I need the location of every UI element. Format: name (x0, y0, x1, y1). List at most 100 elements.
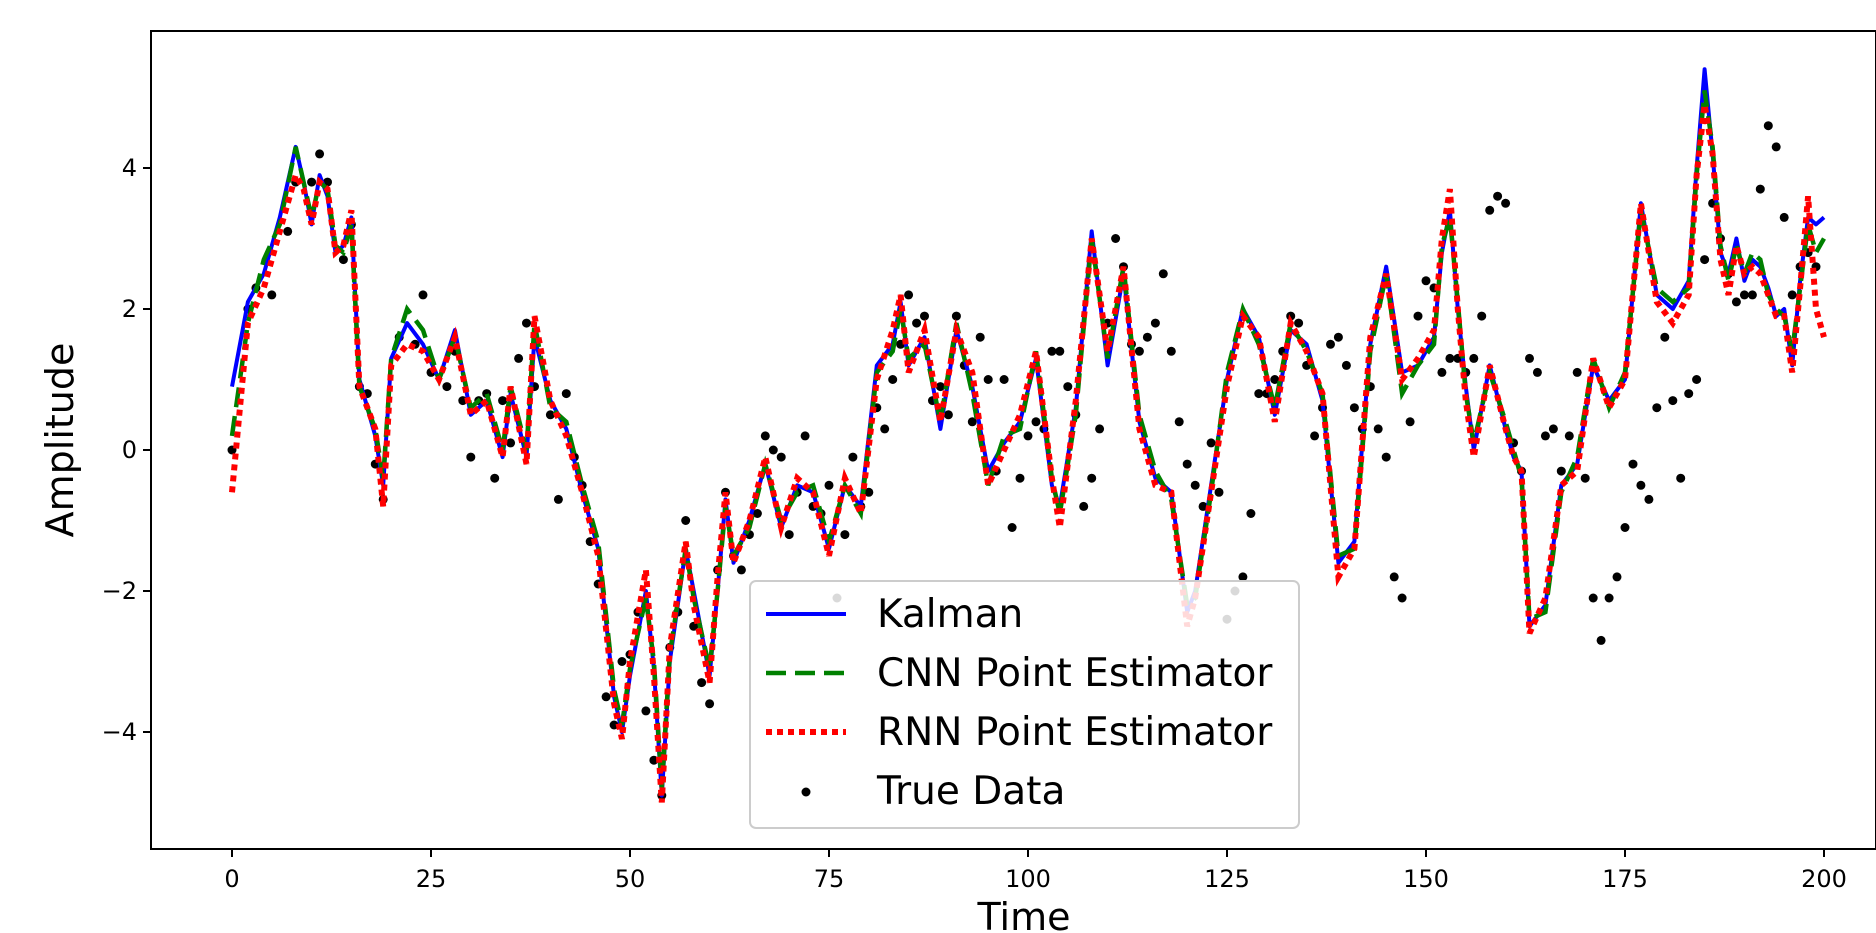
true-data-point (760, 431, 770, 441)
x-tick-label: 175 (1602, 865, 1648, 893)
true-data-point (768, 445, 778, 455)
true-data-point (307, 177, 317, 187)
x-tick-label: 100 (1005, 865, 1051, 893)
true-data-point (1015, 473, 1025, 483)
true-data-point (824, 480, 834, 490)
x-tick-label: 150 (1403, 865, 1449, 893)
true-data-point (848, 452, 858, 462)
true-data-point (1692, 375, 1702, 384)
true-data-point (1532, 367, 1542, 377)
x-tick-label: 50 (615, 865, 646, 893)
true-data-point (1150, 318, 1160, 328)
true-data-point (912, 318, 922, 328)
true-data-point (1095, 424, 1105, 434)
true-data-point (1023, 431, 1033, 441)
legend-true-data-label: True Data (876, 769, 1065, 814)
true-data-point (545, 410, 555, 420)
true-data-point (784, 530, 794, 540)
true-data-point (1731, 297, 1741, 307)
true-data-point (1779, 212, 1789, 222)
y-tick-label: −4 (102, 718, 137, 746)
y-tick-label: 0 (122, 436, 137, 464)
true-data-point (1246, 509, 1256, 518)
true-data-point (776, 452, 786, 462)
true-data-point (800, 431, 810, 441)
true-data-point (1111, 234, 1121, 243)
true-data-point (442, 382, 452, 392)
true-data-point (514, 353, 524, 363)
true-data-point (681, 516, 691, 525)
y-axis: −4 −2 0 2 4 (102, 154, 151, 746)
x-tick-label: 25 (416, 865, 447, 893)
true-data-point (1485, 205, 1495, 215)
true-data-point (1437, 367, 1447, 377)
true-data-point (1676, 473, 1686, 483)
true-data-point (1047, 346, 1057, 356)
true-data-point (1373, 424, 1383, 434)
true-data-point (1580, 473, 1590, 483)
true-data-point (1389, 572, 1399, 582)
true-data-point (283, 226, 293, 236)
true-data-point (641, 706, 651, 716)
true-data-point (1493, 191, 1503, 201)
plot-area (227, 67, 1827, 803)
true-data-point (935, 382, 945, 392)
true-data-point (1501, 198, 1511, 208)
true-data-point (1238, 572, 1248, 582)
true-data-point (1628, 459, 1638, 469)
true-data-point (1198, 501, 1208, 511)
legend-true-data-swatch (801, 787, 811, 797)
true-data-point (617, 657, 627, 666)
true-data-point (553, 494, 563, 504)
true-data-point (1747, 290, 1757, 300)
y-tick-label: −2 (102, 577, 137, 605)
true-data-point (1564, 431, 1574, 441)
true-data-point (1612, 572, 1622, 582)
true-data-point (983, 375, 993, 384)
legend: Kalman CNN Point Estimator RNN Point Est… (749, 580, 1300, 829)
true-data-point (1763, 121, 1773, 131)
true-data-point (315, 149, 325, 159)
true-data-point (1604, 593, 1614, 603)
true-data-point (1413, 311, 1423, 321)
x-axis: 0 25 50 75 100 125 150 175 200 (224, 849, 1847, 893)
legend-box (749, 580, 1300, 829)
true-data-point (1668, 396, 1678, 406)
true-data-point (1333, 332, 1343, 342)
legend-rnn-label: RNN Point Estimator (877, 710, 1273, 755)
true-data-point (1214, 487, 1224, 497)
true-data-point (1007, 523, 1017, 532)
true-data-point (1381, 452, 1391, 462)
y-tick-label: 4 (122, 154, 137, 182)
x-tick-label: 125 (1204, 865, 1250, 893)
true-data-point (1270, 375, 1280, 384)
true-data-point (1190, 480, 1200, 490)
true-data-point (1445, 353, 1455, 363)
x-tick-label: 200 (1801, 865, 1847, 893)
true-data-point (1079, 501, 1089, 511)
x-tick-label: 75 (814, 865, 845, 893)
true-data-point (1588, 593, 1598, 603)
true-data-point (1397, 593, 1407, 603)
true-data-point (736, 565, 746, 575)
true-data-point (705, 699, 715, 709)
plot-frame (150, 30, 1876, 850)
true-data-point (1636, 480, 1646, 490)
true-data-point (1477, 311, 1487, 321)
true-data-point (1294, 318, 1304, 328)
true-data-point (1469, 353, 1479, 363)
true-data-point (1031, 417, 1041, 427)
true-data-point (689, 621, 699, 631)
true-data-point (1326, 339, 1335, 349)
true-data-point (1087, 473, 1097, 483)
rnn-line (229, 104, 1827, 803)
true-data-point (1620, 523, 1630, 532)
true-data-point (880, 424, 890, 434)
true-data-point (522, 318, 531, 328)
true-data-point (888, 375, 898, 384)
true-data-point (561, 389, 571, 399)
true-data-point (864, 487, 874, 497)
true-data-point (1405, 417, 1415, 427)
x-tick-label: 0 (224, 865, 239, 893)
